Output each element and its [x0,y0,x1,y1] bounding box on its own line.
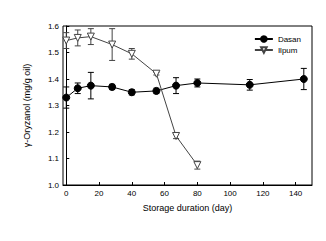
svg-text:γ-Oryzanol (mg/g oil): γ-Oryzanol (mg/g oil) [22,64,32,148]
svg-text:60: 60 [160,189,169,198]
svg-text:1.3: 1.3 [48,101,60,110]
svg-text:1.6: 1.6 [48,22,60,31]
svg-text:1.1: 1.1 [48,154,60,163]
svg-text:0: 0 [64,189,69,198]
svg-text:140: 140 [289,189,303,198]
svg-text:40: 40 [127,189,136,198]
svg-text:1.0: 1.0 [48,181,60,190]
svg-text:1.2: 1.2 [48,128,60,137]
svg-text:100: 100 [223,189,237,198]
svg-text:80: 80 [193,189,202,198]
svg-text:1.4: 1.4 [48,75,60,84]
svg-text:20: 20 [95,189,104,198]
svg-text:120: 120 [256,189,270,198]
svg-text:Dasan: Dasan [278,35,301,44]
svg-text:Storage duration (day): Storage duration (day) [143,203,233,213]
svg-text:1.5: 1.5 [48,48,60,57]
svg-text:Ilpum: Ilpum [278,46,298,55]
